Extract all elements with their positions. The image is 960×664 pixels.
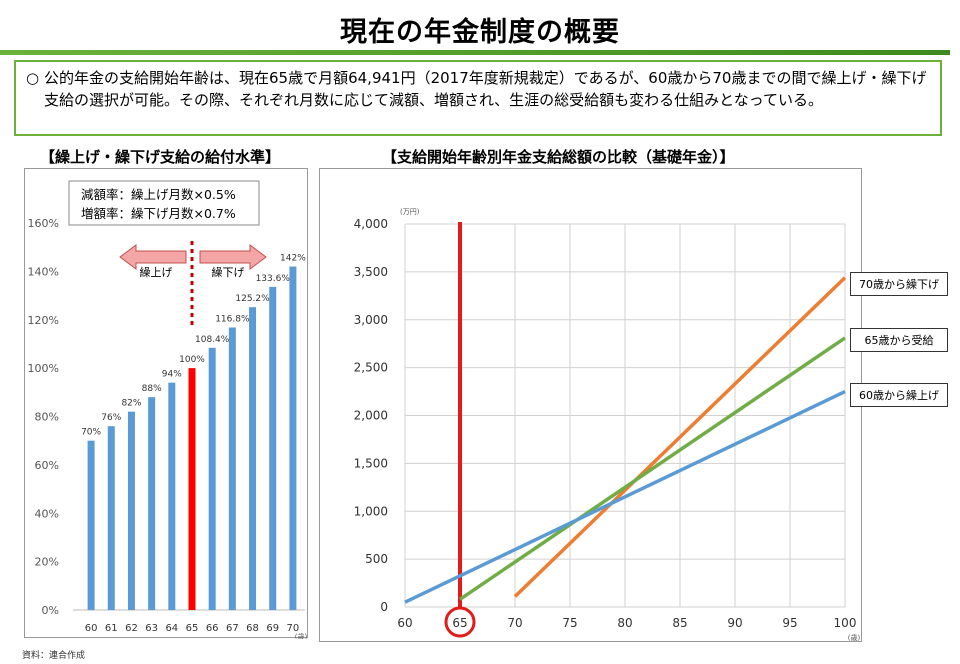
x-tick-label: 68 <box>246 623 259 634</box>
y-tick-label: 140% <box>28 265 59 278</box>
bar-60 <box>87 440 95 610</box>
data-label: 100% <box>179 355 205 365</box>
y-tick-label: 20% <box>35 556 59 569</box>
summary-box: ○ 公的年金の支給開始年齢は、現在65歳で月額64,941円（2017年度新規裁… <box>14 60 942 136</box>
x-axis-unit: (歳) <box>295 632 308 639</box>
x-tick-label: 70 <box>507 616 522 630</box>
data-label: 125.2% <box>235 294 270 304</box>
x-tick-label: 80 <box>617 616 632 630</box>
series-label: 70歳から繰下げ <box>850 272 948 296</box>
left-arrow-icon <box>119 244 187 270</box>
bar-67 <box>228 327 236 610</box>
x-tick-label: 63 <box>145 623 158 634</box>
bar-chart-panel: 0% 20% 40% 60% 80% 100% 120% 140% 160% 60 70% 61 76%… <box>24 168 308 641</box>
x-tick-label: 60 <box>85 623 98 634</box>
y-tick-label: 160% <box>28 217 59 230</box>
data-label: 82% <box>121 399 141 409</box>
x-tick-label: 62 <box>125 623 138 634</box>
x-tick-label: 66 <box>206 623 219 634</box>
rate-increase-text: 増額率：繰下げ月数×0.7% <box>81 206 236 221</box>
series-line <box>459 336 846 601</box>
x-tick-label: 75 <box>562 616 577 630</box>
page-title: 現在の年金制度の概要 <box>340 17 620 48</box>
bar-63 <box>148 397 156 610</box>
data-label: 94% <box>162 370 182 380</box>
source-note: 資料：連合作成 <box>22 651 86 661</box>
x-tick-label: 65 <box>452 616 467 630</box>
y-tick-label: 80% <box>35 411 59 424</box>
data-label: 133.6% <box>256 274 291 284</box>
y-tick-label: 100% <box>28 362 59 375</box>
rates-box <box>68 180 260 226</box>
x-tick-label: 61 <box>105 623 118 634</box>
series-line <box>513 276 847 598</box>
data-label: 88% <box>142 384 162 394</box>
y-tick-label: 0% <box>42 604 59 617</box>
y-tick-label: 2,500 <box>354 361 388 375</box>
left-section-title: 【繰上げ・繰下げ支給の給付水準】 <box>40 148 281 166</box>
y-axis-unit: (万円) <box>400 208 420 216</box>
bar-69 <box>269 286 277 610</box>
data-label: 70% <box>81 428 101 438</box>
series-label: 60歳から繰上げ <box>850 383 948 407</box>
series-line <box>404 389 846 604</box>
x-tick-label: 85 <box>672 616 687 630</box>
right-section-title: 【支給開始年齢別年金支給総額の比較（基礎年金）】 <box>382 148 735 166</box>
data-label: 108.4% <box>195 335 230 345</box>
y-tick-label: 3,000 <box>354 313 388 327</box>
bar-61 <box>107 426 115 610</box>
x-tick-label: 60 <box>397 616 412 630</box>
x-axis-unit: (歳) <box>848 633 861 642</box>
x-tick-label: 100 <box>834 616 857 630</box>
age-65-circle-icon <box>444 606 476 638</box>
circle-bullet-icon: ○ <box>26 69 40 87</box>
title-underline <box>0 50 950 55</box>
y-tick-label: 0 <box>380 600 388 614</box>
bar-65 <box>188 368 196 610</box>
bar-66 <box>208 347 216 610</box>
line-chart-panel: 0 500 1,000 1,500 2,000 2,500 3,000 3,500 4,000 6… <box>319 168 862 642</box>
y-tick-label: 40% <box>35 507 59 520</box>
line-chart: 0 500 1,000 1,500 2,000 2,500 3,000 3,500 4,000 6… <box>354 208 861 642</box>
x-tick-label: 95 <box>782 616 797 630</box>
x-tick-label: 90 <box>727 616 742 630</box>
y-tick-label: 2,000 <box>354 409 388 423</box>
bar-70 <box>289 266 297 610</box>
summary-text: 公的年金の支給開始年齢は、現在65歳で月額64,941円（2017年度新規裁定）… <box>44 69 927 109</box>
x-tick-label: 70 <box>287 623 300 634</box>
bar-68 <box>249 307 257 610</box>
x-tick-label: 64 <box>165 623 178 634</box>
bar-chart: 0% 20% 40% 60% 80% 100% 120% 140% 160% 60 70% 61 76%… <box>28 180 308 641</box>
y-tick-label: 4,000 <box>354 217 388 231</box>
y-tick-label: 3,500 <box>354 265 388 279</box>
data-label: 116.8% <box>215 314 250 324</box>
rate-decrease-text: 減額率：繰上げ月数×0.5% <box>81 187 236 202</box>
y-tick-label: 1,500 <box>354 456 388 470</box>
series-label: 65歳から受給 <box>850 328 948 352</box>
y-tick-label: 60% <box>35 459 59 472</box>
data-label: 142% <box>280 254 306 264</box>
bar-64 <box>168 382 176 610</box>
x-tick-label: 67 <box>226 623 239 634</box>
y-tick-label: 500 <box>365 552 388 566</box>
x-tick-label: 69 <box>266 623 279 634</box>
right-arrow-icon <box>199 244 267 270</box>
bar-62 <box>127 411 135 610</box>
x-tick-label: 65 <box>186 623 199 634</box>
advance-label: 繰上げ <box>140 265 173 279</box>
y-tick-label: 120% <box>28 314 59 327</box>
y-tick-label: 1,000 <box>354 504 388 518</box>
defer-label: 繰下げ <box>212 265 245 279</box>
data-label: 76% <box>101 413 121 423</box>
